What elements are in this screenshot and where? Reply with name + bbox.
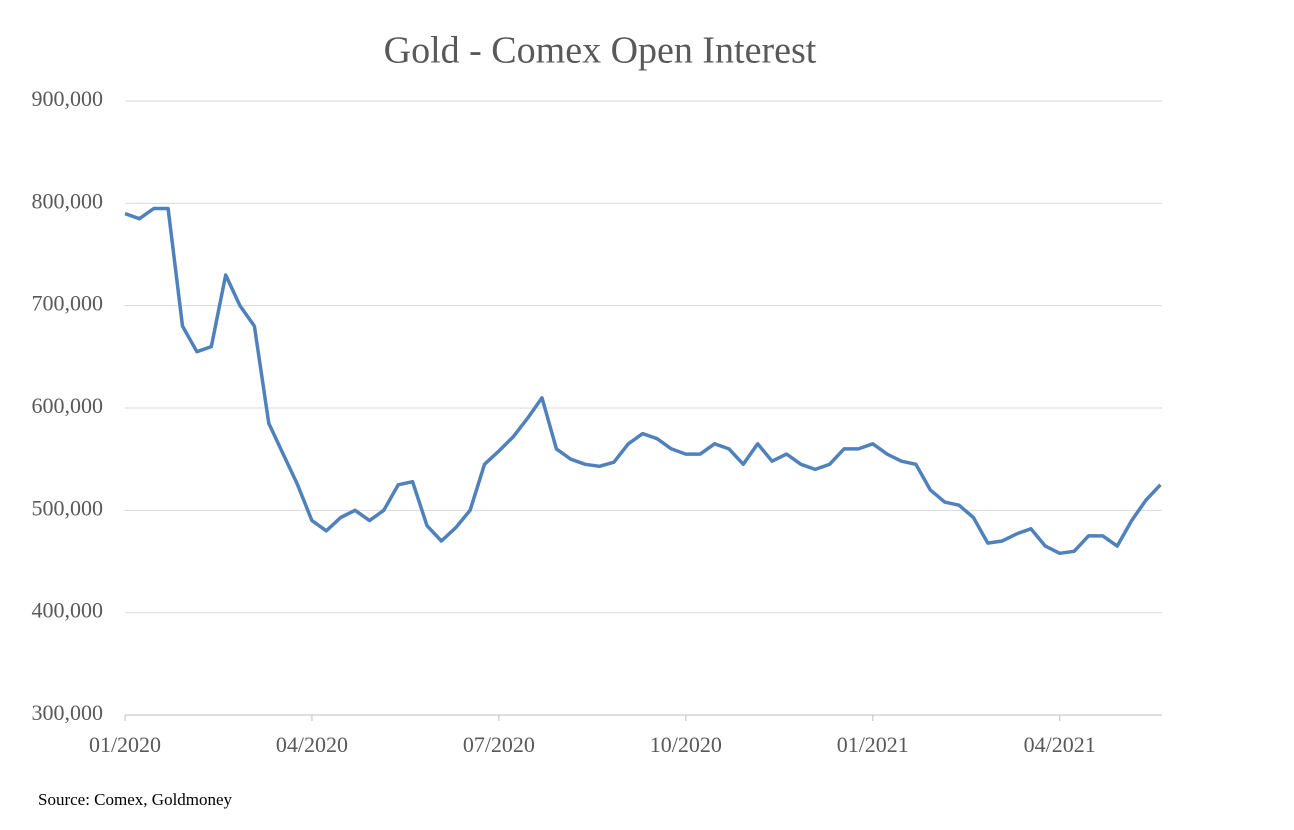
x-tick-label: 01/2020 <box>89 732 161 757</box>
x-tick-label: 01/2021 <box>837 732 909 757</box>
x-tick-label: 04/2021 <box>1024 732 1096 757</box>
y-tick-label: 400,000 <box>32 598 104 623</box>
data-line <box>124 206 1162 556</box>
y-tick-label: 500,000 <box>32 495 104 520</box>
chart-title: Gold - Comex Open Interest <box>384 30 817 72</box>
y-tick-label: 700,000 <box>32 291 104 316</box>
source-note: Source: Comex, Goldmoney <box>38 790 233 809</box>
y-tick-label: 600,000 <box>32 393 104 418</box>
y-tick-label: 900,000 <box>32 86 104 111</box>
y-tick-label: 300,000 <box>32 700 104 725</box>
y-tick-label: 800,000 <box>32 188 104 213</box>
x-tick-label: 04/2020 <box>276 732 348 757</box>
x-tick-label: 07/2020 <box>463 732 535 757</box>
x-tick-label: 10/2020 <box>650 732 722 757</box>
